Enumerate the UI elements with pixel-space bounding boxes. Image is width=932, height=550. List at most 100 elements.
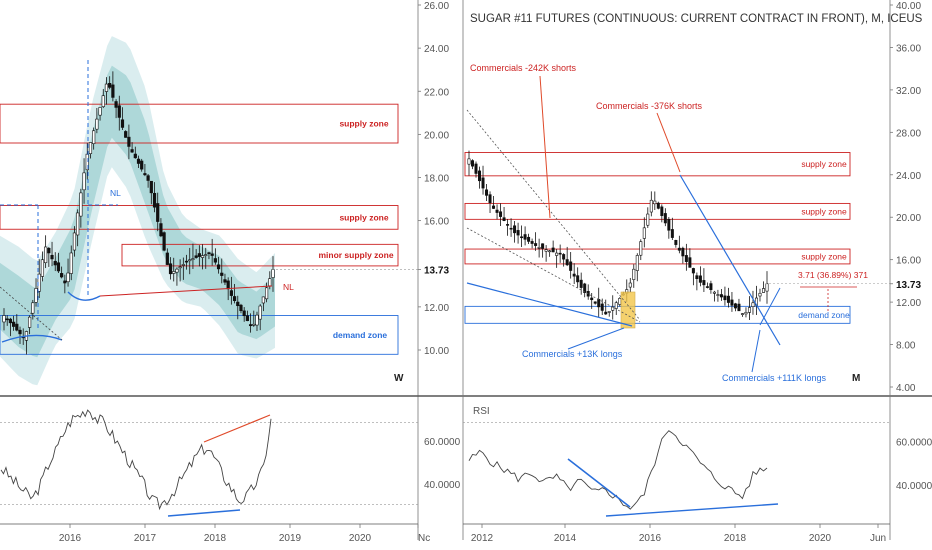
left-candle-body <box>127 136 131 147</box>
right-candle-body <box>523 234 527 240</box>
right-candle-body <box>674 240 678 245</box>
left-candle-body <box>136 158 141 164</box>
left-candle-body <box>232 296 237 302</box>
left-candle-body <box>220 272 224 276</box>
right-rsi-panel[interactable]: RSI 60.0000 40.0000 <box>463 406 932 517</box>
right-candle-body <box>628 282 632 288</box>
right-candle-body <box>737 303 741 312</box>
right-x-tick-label: Jun <box>870 533 886 544</box>
right-chart-title: SUGAR #11 FUTURES (CONTINUOUS: CURRENT C… <box>470 13 923 25</box>
right-candle-body <box>513 225 517 234</box>
right-candle-body <box>583 283 587 293</box>
left-candle-body <box>69 252 73 274</box>
right-monthly-panel[interactable]: SUGAR #11 FUTURES (CONTINUOUS: CURRENT C… <box>462 0 923 540</box>
right-candle-body <box>502 217 506 221</box>
right-candle-body <box>611 306 615 311</box>
right-y-tick-label: 20.00 <box>896 213 921 224</box>
right-rsi-support <box>605 503 779 517</box>
left-candle-body <box>50 254 54 260</box>
right-candle-body <box>751 302 755 307</box>
left-rsi-red-divergence <box>203 414 271 443</box>
left-x-tick-label: 2016 <box>59 533 82 544</box>
right-rsi-tick: 40.0000 <box>896 481 932 492</box>
left-candle-body <box>53 260 57 266</box>
left-candle-body <box>143 173 147 176</box>
left-candle-body <box>124 131 128 138</box>
left-x-tick-label: 2020 <box>349 533 372 544</box>
right-candle-body <box>604 311 608 315</box>
right-candle-body <box>537 247 541 249</box>
right-candle-body <box>730 299 734 306</box>
left-candle-body <box>271 269 275 278</box>
left-weekly-panel[interactable]: supply zone supply zone minor supply zone d… <box>0 0 449 540</box>
left-candle-body <box>156 203 160 222</box>
left-candle-body <box>56 262 61 272</box>
left-candle-body <box>114 101 118 108</box>
left-dotted-trendline <box>0 286 63 341</box>
left-candle-body <box>66 272 70 283</box>
left-candle-body <box>117 105 121 118</box>
right-x-tick-label: 2018 <box>724 533 747 544</box>
right-annotation-arrow <box>656 112 681 173</box>
right-blue-bounce-line <box>759 287 781 326</box>
right-x-tick-label: 2020 <box>809 533 832 544</box>
right-candle-body <box>667 218 671 231</box>
left-rsi-tick: 40.0000 <box>424 480 461 491</box>
left-zone-label: supply zone <box>339 212 388 222</box>
right-highlight-box <box>620 291 636 329</box>
right-y-tick-label: 4.00 <box>896 383 916 394</box>
right-annotation-arrow <box>751 329 761 373</box>
left-candle-body <box>159 223 163 237</box>
right-x-tick-label: 2012 <box>471 533 494 544</box>
right-candle-body <box>656 202 660 209</box>
left-candle-body <box>140 160 144 170</box>
left-candle-body <box>40 259 45 277</box>
right-candle-body <box>709 283 713 290</box>
left-candle-body <box>264 287 269 300</box>
left-candle-body <box>165 252 169 265</box>
left-zone-label: supply zone <box>339 119 388 129</box>
left-rsi-line <box>0 409 272 511</box>
left-candle-body <box>108 83 112 88</box>
left-candle-body <box>184 260 189 263</box>
right-candle-body <box>639 241 643 256</box>
left-candle-body <box>204 254 208 256</box>
left-candle-body <box>242 310 246 317</box>
right-annotation-text: Commercials -242K shorts <box>470 63 577 73</box>
left-candle-body <box>63 280 67 284</box>
left-zone-box <box>0 205 399 230</box>
left-candle-body <box>188 259 192 262</box>
left-candle-body <box>44 246 48 264</box>
right-rsi-label: RSI <box>473 406 490 417</box>
left-candle-body <box>101 95 105 107</box>
left-candle-body <box>200 255 205 258</box>
left-candle-body <box>72 232 77 251</box>
left-inner-band <box>0 65 275 358</box>
right-candle-body <box>681 247 685 257</box>
right-annotation-text: Commercials +13K longs <box>522 349 623 359</box>
left-candle-body <box>146 175 150 181</box>
left-x-tick-label: 2017 <box>134 533 157 544</box>
left-rsi-panel[interactable]: 60.0000 40.0000 <box>0 409 461 517</box>
right-candle-body <box>555 252 559 256</box>
left-candle-body <box>197 253 201 257</box>
right-candle-body <box>688 257 692 268</box>
right-annotation-arrow <box>539 75 551 219</box>
right-y-tick-label: 12.00 <box>896 298 921 309</box>
left-candle-body <box>95 118 99 130</box>
right-measure-label: 3.71 (36.89%) 371 <box>798 270 868 280</box>
right-candle-body <box>646 213 650 226</box>
right-candle-body <box>677 247 681 251</box>
left-y-tick-label: 24.00 <box>424 44 449 55</box>
right-candle-body <box>758 292 762 297</box>
right-candle-body <box>632 268 636 280</box>
right-candle-body <box>509 227 513 230</box>
left-candle-body <box>85 153 89 171</box>
right-y-tick-label: 13.73 <box>896 280 921 291</box>
left-candle-body <box>5 318 9 321</box>
right-candle-body <box>572 273 576 277</box>
right-zone-label: supply zone <box>801 206 847 216</box>
right-zone-box <box>464 152 851 177</box>
left-candle-body <box>172 271 176 274</box>
right-candle-body <box>726 295 730 303</box>
